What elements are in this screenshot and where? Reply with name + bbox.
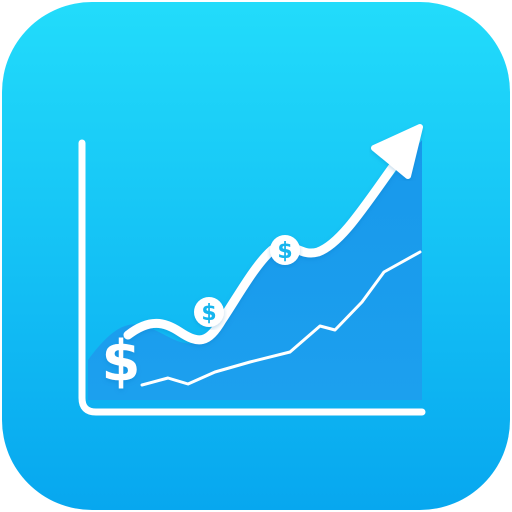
dollar-coin-icon: $ bbox=[270, 235, 300, 265]
chart-area-fill bbox=[88, 140, 422, 400]
secondary-trend-line bbox=[140, 250, 422, 387]
growth-curve bbox=[123, 163, 397, 345]
chart-axes bbox=[78, 139, 426, 416]
arrow-head-icon bbox=[371, 124, 423, 179]
dollar-sign-glyph: $ bbox=[102, 329, 141, 394]
dollar-coin-icon: $ bbox=[194, 297, 224, 327]
dollar-coin-symbol: $ bbox=[201, 301, 216, 326]
dollar-coin-symbol: $ bbox=[277, 239, 292, 264]
